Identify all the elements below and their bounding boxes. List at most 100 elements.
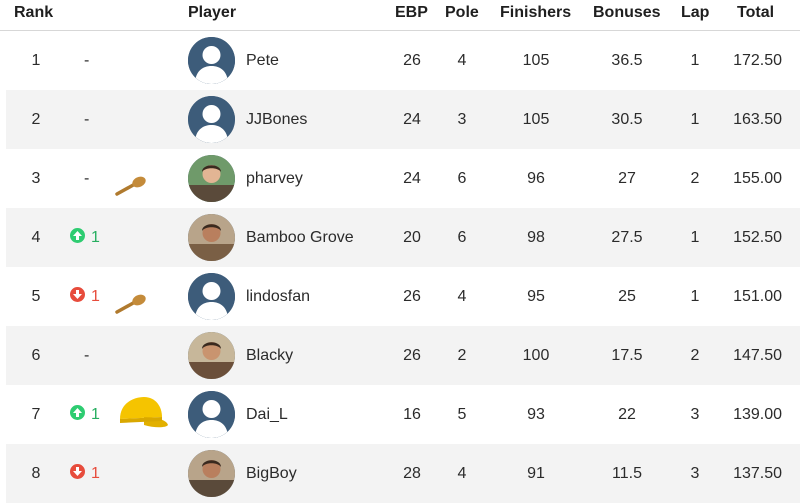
lap-value: 2 (690, 347, 700, 364)
total-value: 151.00 (733, 288, 782, 305)
finishers-value: 105 (522, 52, 550, 69)
player-name[interactable]: lindosfan (246, 288, 311, 305)
table-row[interactable]: 6 - Blacky 26 2 100 17.5 2 147.50 (6, 326, 800, 385)
movement-count: 1 (91, 288, 100, 305)
ebp-value: 28 (403, 465, 421, 482)
movement-none: - (84, 347, 90, 364)
badge-cell (114, 385, 174, 444)
avatar[interactable] (188, 450, 235, 497)
header-total[interactable]: Total (737, 4, 775, 21)
badge-cell (114, 267, 174, 326)
yellow-cap-icon (114, 395, 170, 456)
arrow-down-icon (70, 287, 85, 303)
table-row[interactable]: 4 1 Bamboo Grove 20 6 98 27.5 1 152.50 (6, 208, 800, 267)
table-row[interactable]: 1 - Pete 26 4 105 36.5 1 172.50 (6, 31, 800, 90)
bonuses-value: 17.5 (611, 347, 643, 364)
player-name[interactable]: pharvey (246, 170, 303, 187)
ebp-value: 26 (403, 288, 421, 305)
avatar-cell (188, 31, 236, 90)
total-value: 137.50 (733, 465, 782, 482)
avatar-cell (188, 208, 236, 267)
arrow-down-icon (70, 464, 85, 480)
pole-value: 6 (457, 170, 467, 187)
avatar-cell (188, 149, 236, 208)
lap-value: 1 (690, 52, 700, 69)
total-value: 139.00 (733, 406, 782, 423)
ebp-value: 24 (403, 111, 421, 128)
lap-value: 3 (690, 465, 700, 482)
lap-value: 1 (690, 229, 700, 246)
lap-value: 3 (690, 406, 700, 423)
wooden-spoon-icon (114, 163, 148, 222)
table-row[interactable]: 3 - pharvey 24 6 96 27 2 155.00 (6, 149, 800, 208)
movement-count: 1 (91, 465, 100, 482)
header-player[interactable]: Player (188, 4, 237, 21)
player-name[interactable]: JJBones (246, 111, 308, 128)
table-row[interactable]: 8 1 BigBoy 28 4 91 11.5 3 137.50 (6, 444, 800, 503)
player-name[interactable]: Pete (246, 52, 279, 69)
player-name[interactable]: BigBoy (246, 465, 297, 482)
rank-value: 4 (31, 229, 41, 246)
table-row[interactable]: 7 1 Dai_L 16 5 93 22 3 139.00 (6, 385, 800, 444)
total-value: 155.00 (733, 170, 782, 187)
table-row[interactable]: 2 - JJBones 24 3 105 30.5 1 163.50 (6, 90, 800, 149)
avatar[interactable] (188, 332, 235, 379)
pole-value: 4 (457, 52, 467, 69)
avatar[interactable] (188, 155, 235, 202)
badge-cell (114, 149, 174, 208)
default-avatar-icon[interactable] (188, 37, 235, 84)
rank-value: 1 (31, 52, 41, 69)
movement-count: 1 (91, 406, 100, 423)
default-avatar-icon[interactable] (188, 273, 235, 320)
default-avatar-icon[interactable] (188, 96, 235, 143)
lap-value: 2 (690, 170, 700, 187)
avatar[interactable] (188, 214, 235, 261)
bonuses-value: 11.5 (612, 465, 642, 482)
player-name[interactable]: Dai_L (246, 406, 288, 423)
total-value: 152.50 (733, 229, 782, 246)
total-value: 172.50 (733, 52, 782, 69)
pole-value: 4 (457, 465, 467, 482)
player-name[interactable]: Bamboo Grove (246, 229, 354, 246)
avatar-cell (188, 326, 236, 385)
movement-count: 1 (91, 229, 100, 246)
finishers-value: 91 (527, 465, 545, 482)
player-name[interactable]: Blacky (246, 347, 294, 364)
movement-down: 1 (70, 267, 110, 326)
lap-value: 1 (690, 288, 700, 305)
finishers-value: 98 (527, 229, 545, 246)
total-value: 147.50 (733, 347, 782, 364)
header-ebp[interactable]: EBP (395, 4, 428, 21)
rank-value: 6 (31, 347, 41, 364)
bonuses-value: 36.5 (611, 52, 643, 69)
rank-value: 2 (31, 111, 41, 128)
avatar-cell (188, 90, 236, 149)
finishers-value: 100 (522, 347, 550, 364)
ebp-value: 16 (403, 406, 421, 423)
header-rank[interactable]: Rank (14, 4, 54, 21)
default-avatar-icon[interactable] (188, 391, 235, 438)
rank-value: 3 (31, 170, 41, 187)
header-pole[interactable]: Pole (445, 4, 479, 21)
movement-none: - (84, 170, 90, 187)
avatar-cell (188, 267, 236, 326)
header-finishers[interactable]: Finishers (500, 4, 572, 21)
arrow-up-icon (70, 405, 85, 421)
header-bonuses[interactable]: Bonuses (593, 4, 661, 21)
leaderboard-header: Rank Player EBP Pole Finishers Bonuses L… (0, 0, 800, 31)
ebp-value: 24 (403, 170, 421, 187)
header-lap[interactable]: Lap (681, 4, 710, 21)
rank-value: 5 (31, 288, 41, 305)
ebp-value: 20 (403, 229, 421, 246)
lap-value: 1 (690, 111, 700, 128)
ebp-value: 26 (403, 347, 421, 364)
movement-none: - (84, 52, 90, 69)
avatar-cell (188, 444, 236, 503)
pole-value: 4 (457, 288, 467, 305)
pole-value: 5 (457, 406, 467, 423)
bonuses-value: 30.5 (611, 111, 643, 128)
leaderboard-rows: 1- Pete 26 4 105 36.5 1 172.50 2- JJBones 24 3 105 30… (6, 31, 800, 503)
table-row[interactable]: 5 1 lindosfan 26 4 95 25 1 151.00 (6, 267, 800, 326)
bonuses-value: 25 (618, 288, 636, 305)
